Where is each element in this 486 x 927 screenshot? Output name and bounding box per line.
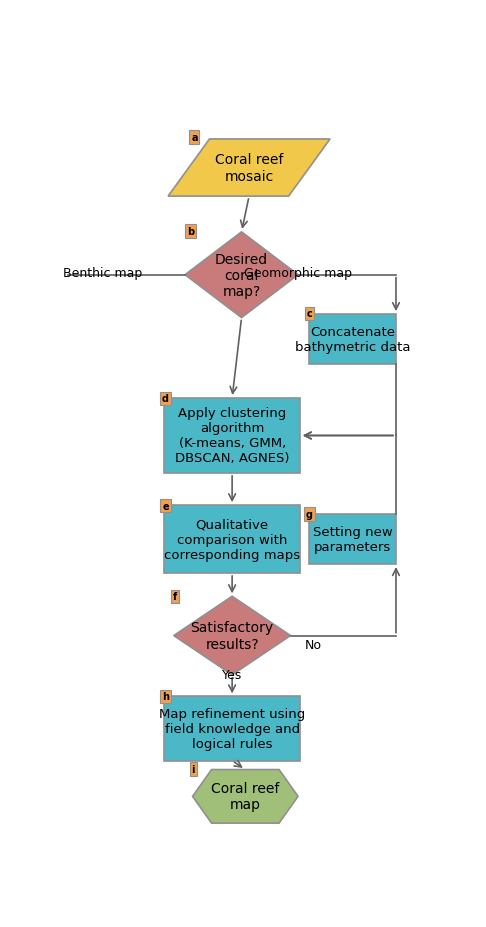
Polygon shape xyxy=(192,769,298,823)
Text: No: No xyxy=(305,638,322,651)
Text: Geomorphic map: Geomorphic map xyxy=(244,267,352,280)
Text: h: h xyxy=(162,692,169,702)
Text: g: g xyxy=(306,510,313,519)
Polygon shape xyxy=(174,597,291,675)
Text: c: c xyxy=(307,309,312,319)
Text: Concatenate
bathymetric data: Concatenate bathymetric data xyxy=(295,325,410,353)
Text: d: d xyxy=(162,394,169,404)
Text: Map refinement using
field knowledge and
logical rules: Map refinement using field knowledge and… xyxy=(159,707,305,750)
FancyBboxPatch shape xyxy=(310,314,396,364)
Text: Benthic map: Benthic map xyxy=(63,267,142,280)
Text: i: i xyxy=(191,765,195,774)
Text: Coral reef
map: Coral reef map xyxy=(211,781,279,811)
Text: a: a xyxy=(191,133,198,143)
FancyBboxPatch shape xyxy=(164,399,300,474)
Text: Apply clustering
algorithm
(K-means, GMM,
DBSCAN, AGNES): Apply clustering algorithm (K-means, GMM… xyxy=(175,407,289,465)
FancyBboxPatch shape xyxy=(164,505,300,574)
Text: Coral reef
mosaic: Coral reef mosaic xyxy=(215,153,283,184)
FancyBboxPatch shape xyxy=(310,514,396,565)
Text: Satisfactory
results?: Satisfactory results? xyxy=(191,621,274,651)
FancyBboxPatch shape xyxy=(164,696,300,761)
Text: Yes: Yes xyxy=(222,668,242,681)
Text: e: e xyxy=(162,501,169,511)
Text: Desired
coral
map?: Desired coral map? xyxy=(215,252,268,298)
Text: b: b xyxy=(187,227,194,237)
Text: f: f xyxy=(173,591,177,602)
Polygon shape xyxy=(168,140,330,197)
Text: Qualitative
comparison with
corresponding maps: Qualitative comparison with correspondin… xyxy=(164,518,300,561)
Text: Setting new
parameters: Setting new parameters xyxy=(313,526,393,553)
Polygon shape xyxy=(185,233,298,318)
